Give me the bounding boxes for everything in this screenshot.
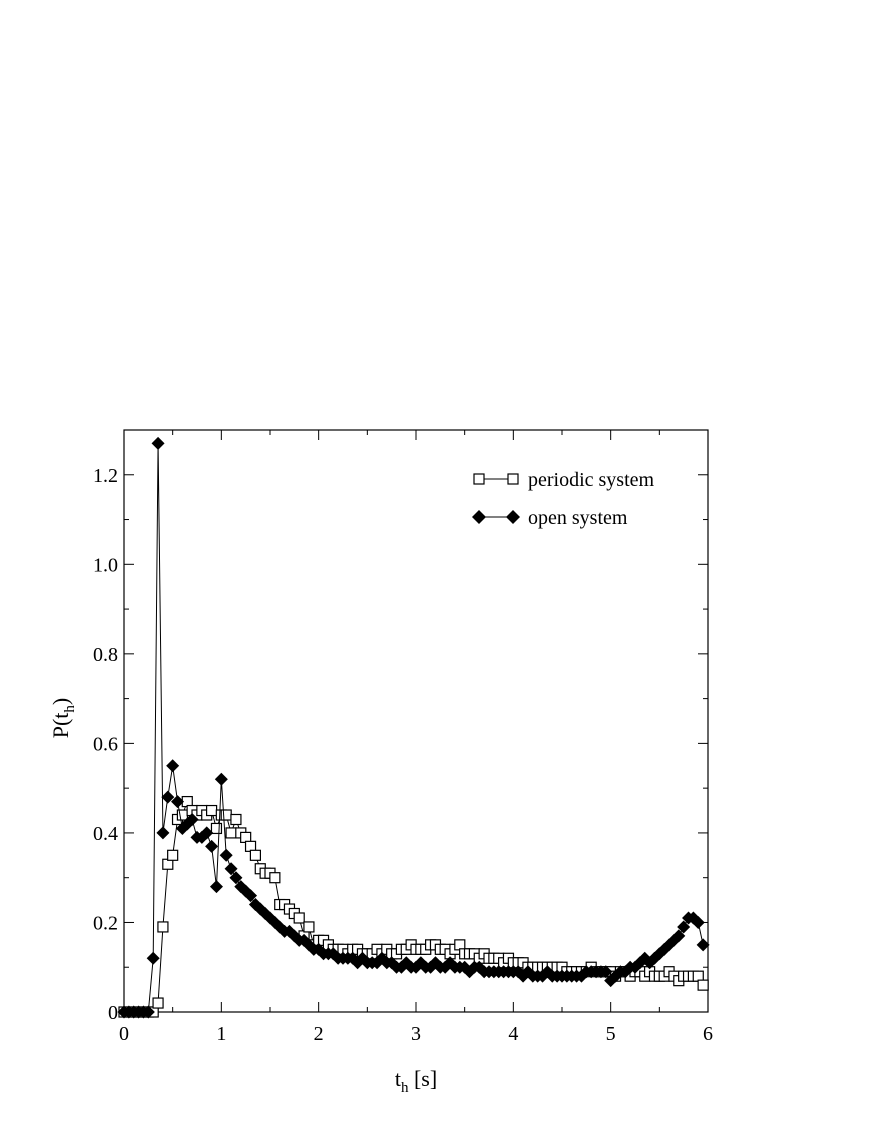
data-point — [696, 938, 710, 952]
data-point — [185, 812, 199, 826]
data-point — [230, 813, 242, 826]
x-axis-label-sub: h — [401, 1080, 409, 1096]
legend-label-open: open system — [528, 507, 628, 529]
y-tick-label: 1.0 — [93, 554, 118, 576]
y-tick-label: 0.2 — [93, 912, 118, 934]
x-tick-label: 4 — [508, 1023, 518, 1045]
data-point — [205, 839, 219, 853]
data-point — [157, 921, 169, 933]
legend: periodic system open system — [472, 469, 655, 529]
data-point — [697, 979, 709, 991]
legend-marker-open-end — [506, 510, 520, 524]
y-tick-label: 0.8 — [93, 644, 118, 666]
legend-label-periodic: periodic system — [528, 469, 655, 491]
series-1 — [117, 436, 710, 1019]
legend-marker-periodic-end — [507, 473, 519, 485]
series-layer — [117, 436, 710, 1019]
data-point — [167, 849, 179, 861]
data-point — [209, 880, 223, 894]
data-point — [269, 872, 281, 884]
data-point — [141, 1005, 155, 1019]
data-point — [156, 826, 170, 840]
data-point — [151, 436, 165, 450]
y-tick-label: 0 — [108, 1002, 118, 1024]
data-point — [210, 822, 223, 835]
x-tick-label: 3 — [411, 1023, 421, 1045]
legend-marker-periodic — [473, 473, 485, 485]
data-point — [677, 920, 691, 934]
data-point — [225, 827, 237, 839]
legend-entry-open: open system — [472, 507, 628, 529]
data-point — [152, 997, 164, 1009]
data-point — [166, 759, 180, 773]
x-tick-label: 6 — [703, 1023, 713, 1045]
data-point — [214, 772, 228, 786]
legend-entry-periodic: periodic system — [473, 469, 655, 491]
data-point — [146, 951, 160, 965]
data-point — [293, 912, 305, 924]
data-point — [249, 849, 261, 861]
data-point — [224, 862, 238, 876]
data-point — [220, 809, 232, 821]
data-point — [171, 795, 185, 809]
data-point — [244, 889, 258, 903]
data-point — [599, 965, 613, 979]
axis-tick-labels: 0 1 2 3 4 5 6 0 0.2 0.4 0.6 0.8 1.0 1.2 — [93, 465, 713, 1045]
y-tick-label: 0.6 — [93, 733, 118, 755]
x-axis-label: th [s] — [395, 1066, 437, 1096]
data-point — [219, 848, 233, 862]
data-point — [691, 915, 705, 929]
x-axis-label-suffix: [s] — [408, 1066, 437, 1091]
y-tick-label: 1.2 — [93, 465, 118, 487]
x-tick-label: 1 — [216, 1023, 226, 1045]
data-point — [672, 929, 686, 943]
data-point — [200, 826, 214, 840]
legend-marker-open — [472, 510, 486, 524]
y-axis-label-suffix: ) — [48, 698, 73, 705]
data-point — [303, 921, 315, 933]
y-axis-label-sub: h — [62, 705, 78, 713]
y-tick-label: 0.4 — [93, 823, 118, 845]
data-point — [206, 804, 218, 817]
axis-ticks — [123, 429, 709, 1013]
x-tick-label: 5 — [606, 1023, 616, 1045]
y-axis-label: P(th) — [48, 698, 78, 739]
data-point — [161, 790, 175, 804]
x-tick-label: 0 — [119, 1023, 129, 1045]
y-axis-label-main: P(t — [48, 713, 73, 739]
x-axis-label-main: t — [395, 1066, 401, 1091]
x-tick-label: 2 — [314, 1023, 324, 1045]
data-point — [229, 871, 243, 885]
